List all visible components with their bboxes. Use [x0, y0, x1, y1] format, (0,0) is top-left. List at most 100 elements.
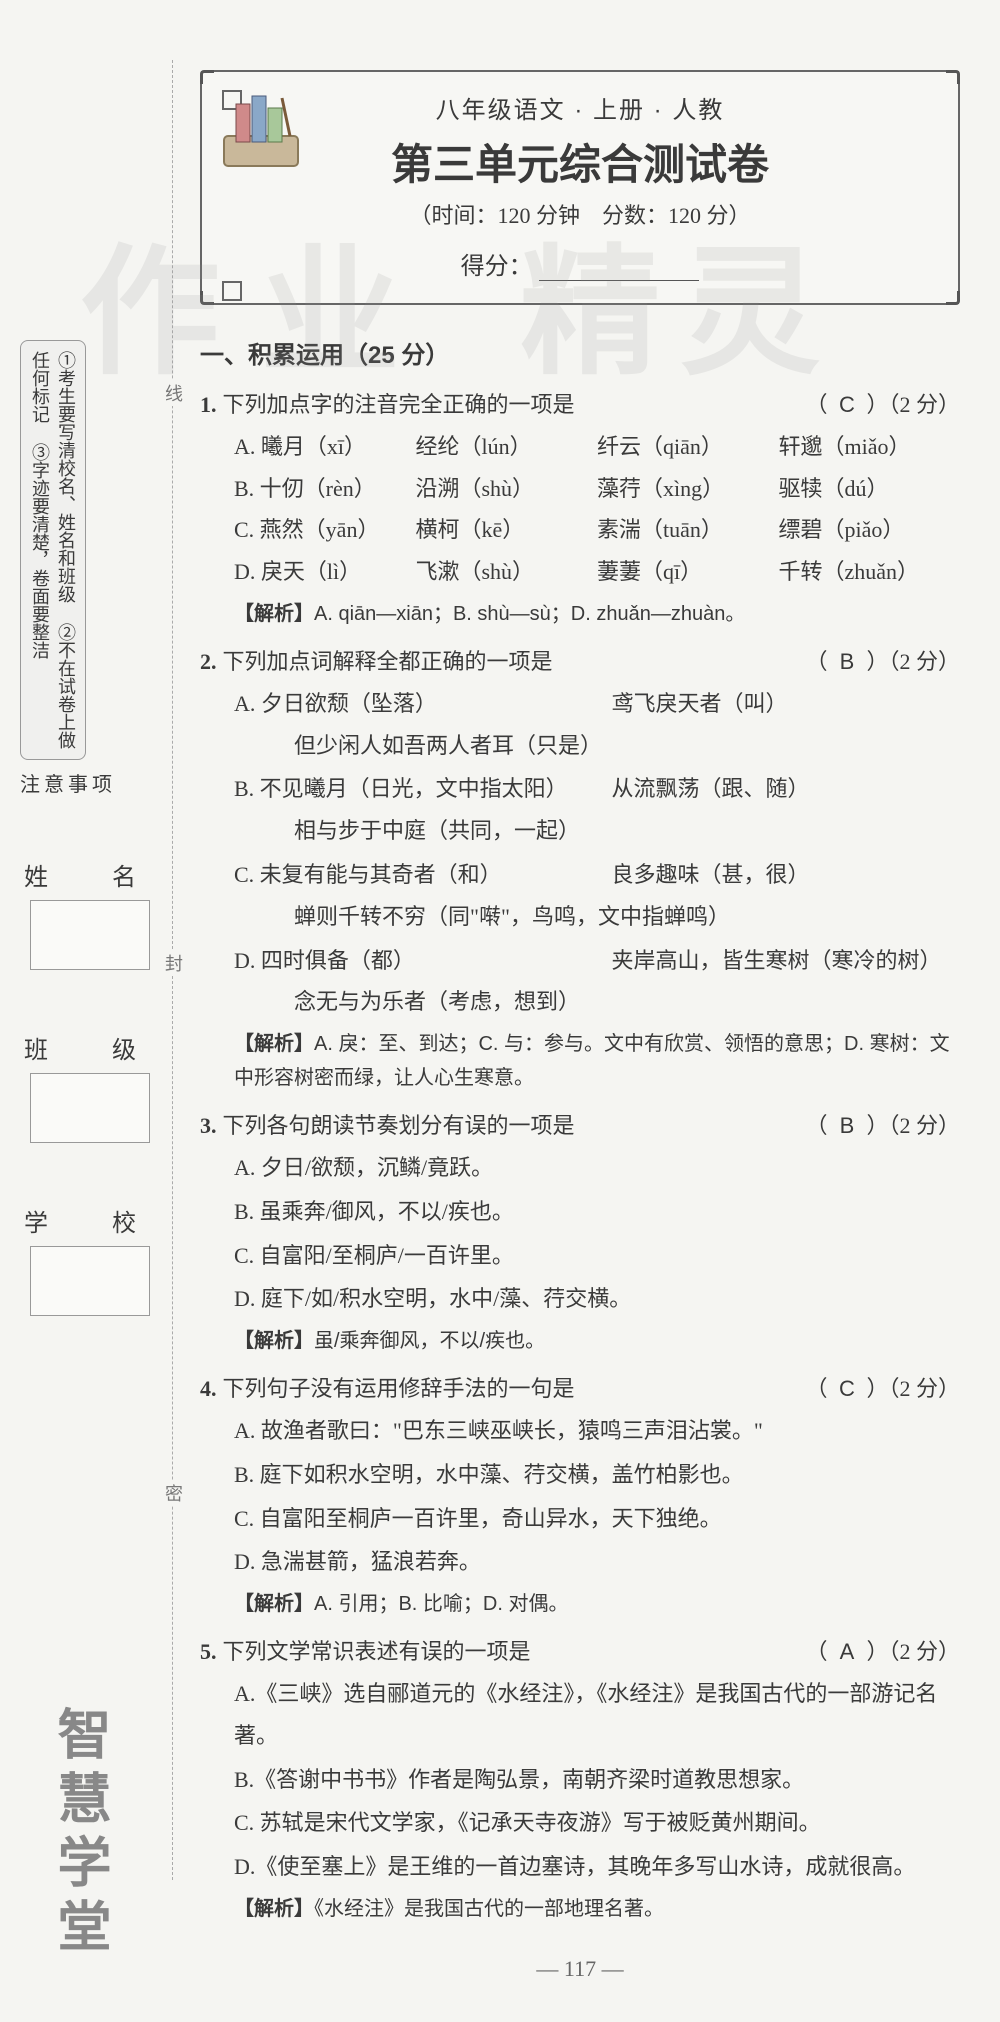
question-number: 2. [200, 641, 217, 683]
title-frame: 八年级语文 · 上册 · 人教 第三单元综合测试卷 （时间：120 分钟 分数：… [200, 70, 960, 305]
option-cell: 飞漱（shù） [416, 551, 598, 593]
score-blank[interactable] [539, 280, 699, 281]
analysis-label: 【解析】 [234, 603, 314, 625]
option-line: A. 夕日/欲颓，沉鳞/竟跃。 [234, 1147, 960, 1189]
option-line: C. 自富阳至桐庐一百许里，奇山异水，天下独绝。 [234, 1498, 960, 1540]
option-cell: 轩邈（miǎo） [779, 426, 961, 468]
question-1: 1.下列加点字的注音完全正确的一项是（ C ）（2 分）A. 曦月（xī）经纶（… [200, 384, 960, 631]
analysis-label: 【解析】 [234, 1033, 314, 1055]
options: A. 夕日欲颓（坠落）鸢飞戾天者（叫）但少闲人如吾两人者耳（只是）B. 不见曦月… [234, 683, 960, 1023]
option-line: A.《三峡》选自郦道元的《水经注》，《水经注》是我国古代的一部游记名著。 [234, 1673, 960, 1757]
notes-item-1: ①考生要写清校名、姓名和班级 [56, 351, 76, 603]
options: A.《三峡》选自郦道元的《水经注》，《水经注》是我国古代的一部游记名著。B.《答… [234, 1673, 960, 1888]
option-line: D. 急湍甚箭，猛浪若奔。 [234, 1541, 960, 1583]
option-row: C. 燕然（yān）横柯（kē）素湍（tuān）缥碧（piǎo） [234, 509, 960, 551]
option-continuation: 但少闲人如吾两人者耳（只是） [294, 725, 960, 767]
question-number: 1. [200, 384, 217, 426]
option-row: A. 曦月（xī）经纶（lún）纤云（qiān）轩邈（miǎo） [234, 426, 960, 468]
subject-line: 八年级语文 · 上册 · 人教 [222, 90, 938, 125]
books-icon [216, 86, 306, 176]
school-input-box[interactable] [30, 1246, 150, 1316]
option-cell: 驱犊（dú） [779, 468, 961, 510]
option-line: D.《使至塞上》是王维的一首边塞诗，其晚年多写山水诗，成就很高。 [234, 1846, 960, 1888]
answer-letter: A [833, 1631, 861, 1673]
main-title: 第三单元综合测试卷 [222, 131, 938, 192]
option-continuation: 念无与为乐者（考虑，想到） [294, 981, 960, 1023]
option-line: C. 自富阳/至桐庐/一百许里。 [234, 1235, 960, 1277]
option-line: B. 庭下如积水空明，水中藻、荇交横，盖竹柏影也。 [234, 1454, 960, 1496]
option-row: D. 四时俱备（都）夹岸高山，皆生寒树（寒冷的树） [234, 940, 960, 982]
question-answer-slot: （ B ）（2 分） [805, 1105, 960, 1147]
school-field: 学 校 [20, 1203, 160, 1316]
option-row: B. 十仞（rèn）沿溯（shù）藻荇（xìng）驱犊（dú） [234, 468, 960, 510]
question-stem: 2.下列加点词解释全都正确的一项是 （ B ）（2 分） [200, 641, 960, 683]
class-label: 班 级 [20, 1030, 160, 1065]
option-row: D. 戾天（lì）飞漱（shù）萋萋（qī）千转（zhuǎn） [234, 551, 960, 593]
question-points: （2 分） [888, 1113, 960, 1138]
class-field: 班 级 [20, 1030, 160, 1143]
page-number: — 117 — [200, 1956, 960, 1982]
question-answer-slot: （ C ）（2 分） [805, 384, 960, 426]
answer-letter: C [833, 1368, 861, 1410]
option-cell: 藻荇（xìng） [597, 468, 779, 510]
dash-label-bot: 密 [160, 1480, 186, 1506]
notes-box: ①考生要写清校名、姓名和班级 ②不在试卷上做任何标记 ③字迹要清楚，卷面要整洁 [20, 340, 86, 760]
option-left: D. 四时俱备（都） [234, 940, 612, 982]
question-points: （2 分） [888, 392, 960, 417]
question-text: 下列文学常识表述有误的一项是 [223, 1631, 794, 1673]
question-stem: 5.下列文学常识表述有误的一项是（ A ）（2 分） [200, 1631, 960, 1673]
question-4: 4.下列句子没有运用修辞手法的一句是（ C ）（2 分）A. 故渔者歌曰："巴东… [200, 1368, 960, 1621]
option-right: 从流飘荡（跟、随） [612, 768, 960, 810]
analysis: 【解析】A. qiān—xiān；B. shù—sù；D. zhuǎn—zhuà… [234, 597, 960, 631]
option-cell: 萋萋（qī） [597, 551, 779, 593]
question-answer-slot: （ A ）（2 分） [805, 1631, 960, 1673]
question-text: 下列加点字的注音完全正确的一项是 [223, 384, 794, 426]
score-line: 得分： [222, 246, 938, 281]
question-text: 下列加点词解释全都正确的一项是 [223, 641, 794, 683]
main-content: 八年级语文 · 上册 · 人教 第三单元综合测试卷 （时间：120 分钟 分数：… [200, 60, 960, 1982]
question-points: （2 分） [888, 649, 960, 674]
class-input-box[interactable] [30, 1073, 150, 1143]
score-label: 得分： [461, 253, 533, 280]
question-2: 2.下列加点词解释全都正确的一项是 （ B ）（2 分）A. 夕日欲颓（坠落）鸢飞… [200, 641, 960, 1095]
option-left: C. 未复有能与其奇者（和） [234, 854, 612, 896]
time-score: （时间：120 分钟 分数：120 分） [222, 198, 938, 230]
left-column: ①考生要写清校名、姓名和班级 ②不在试卷上做任何标记 ③字迹要清楚，卷面要整洁 … [20, 60, 160, 1860]
options: A. 故渔者歌曰："巴东三峡巫峡长，猿鸣三声泪沾裳。"B. 庭下如积水空明，水中… [234, 1410, 960, 1583]
option-cell: 缥碧（piǎo） [779, 509, 961, 551]
option-line: B.《答谢中书书》作者是陶弘景，南朝齐梁时道教思想家。 [234, 1759, 960, 1801]
answer-letter: C [833, 384, 861, 426]
question-text: 下列各句朗读节奏划分有误的一项是 [223, 1105, 794, 1147]
analysis-label: 【解析】 [234, 1593, 314, 1615]
question-answer-slot: （ B ）（2 分） [805, 641, 960, 683]
dash-label-mid: 封 [160, 950, 186, 976]
options: A. 夕日/欲颓，沉鳞/竟跃。B. 虽乘奔/御风，不以/疾也。C. 自富阳/至桐… [234, 1147, 960, 1320]
question-points: （2 分） [888, 1639, 960, 1664]
school-label: 学 校 [20, 1203, 160, 1238]
option-cell: 经纶（lún） [416, 426, 598, 468]
option-row: A. 夕日欲颓（坠落）鸢飞戾天者（叫） [234, 683, 960, 725]
option-line: D. 庭下/如/积水空明，水中/藻、荇交横。 [234, 1278, 960, 1320]
questions-container: 1.下列加点字的注音完全正确的一项是（ C ）（2 分）A. 曦月（xī）经纶（… [200, 384, 960, 1926]
option-cell: 沿溯（shù） [416, 468, 598, 510]
analysis-label: 【解析】 [234, 1898, 314, 1920]
analysis-label: 【解析】 [234, 1330, 314, 1352]
name-field: 姓 名 [20, 857, 160, 970]
option-row: B. 不见曦月（日光，文中指太阳）从流飘荡（跟、随） [234, 768, 960, 810]
option-continuation: 蝉则千转不穷（同"啭"，鸟鸣，文中指蝉鸣） [294, 896, 960, 938]
question-stem: 1.下列加点字的注音完全正确的一项是 （ C ）（2 分） [200, 384, 960, 426]
option-cell: D. 戾天（lì） [234, 551, 416, 593]
question-3: 3.下列各句朗读节奏划分有误的一项是 （ B ）（2 分）A. 夕日/欲颓，沉鳞/… [200, 1105, 960, 1358]
question-answer-slot: （ C ）（2 分） [805, 1368, 960, 1410]
answer-letter: B [833, 1105, 861, 1147]
question-number: 3. [200, 1105, 217, 1147]
question-stem: 4.下列句子没有运用修辞手法的一句是（ C ）（2 分） [200, 1368, 960, 1410]
analysis: 【解析】《水经注》是我国古代的一部地理名著。 [234, 1892, 960, 1926]
option-cell: 素湍（tuān） [597, 509, 779, 551]
analysis: 【解析】A. 引用；B. 比喻；D. 对偶。 [234, 1587, 960, 1621]
option-cell: A. 曦月（xī） [234, 426, 416, 468]
option-right: 良多趣味（甚，很） [612, 854, 960, 896]
name-input-box[interactable] [30, 900, 150, 970]
section-1-head: 一、积累运用（25 分） [200, 335, 960, 370]
notes-item-3: ③字迹要清楚，卷面要整洁 [30, 443, 50, 659]
